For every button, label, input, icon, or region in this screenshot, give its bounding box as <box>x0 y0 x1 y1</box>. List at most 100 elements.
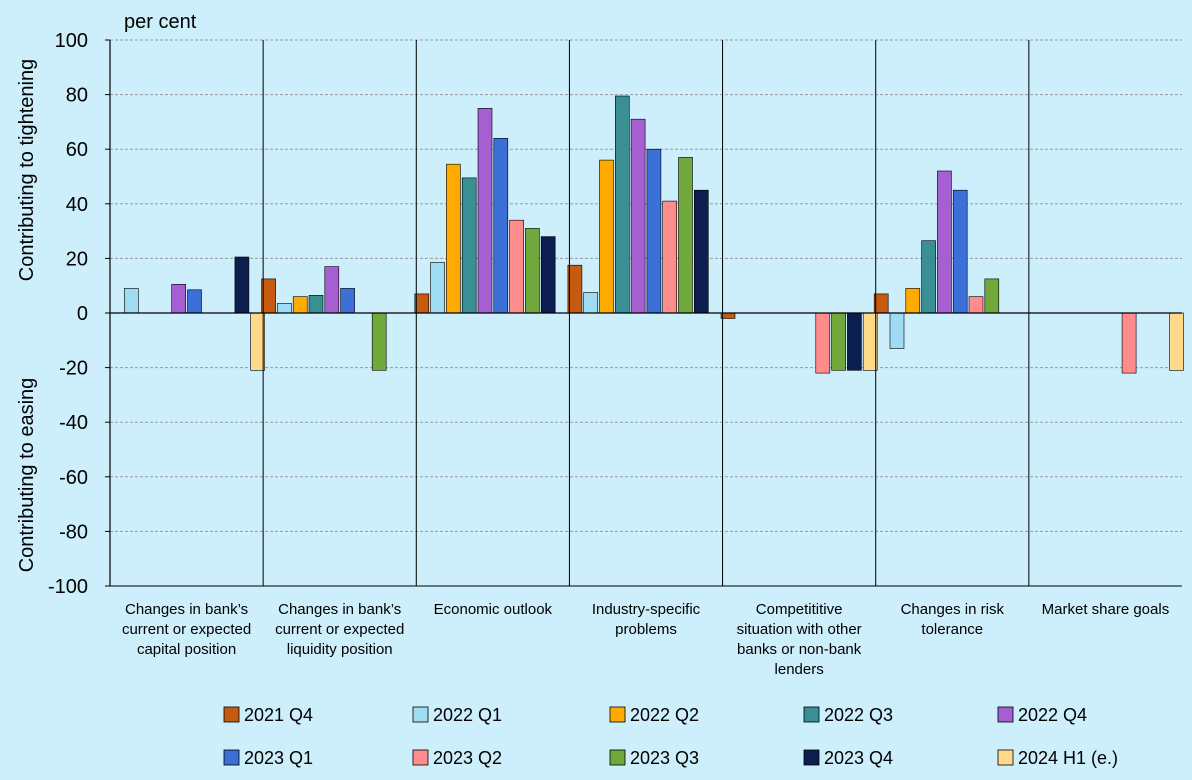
x-category-label: Changes in risk <box>901 601 1005 618</box>
legend-label: 2024 H1 (e.) <box>1018 748 1118 768</box>
x-category-label: liquidity position <box>287 641 393 658</box>
bar-2023-q3 <box>984 278 1000 314</box>
legend-label: 2022 Q2 <box>630 705 699 725</box>
legend-swatch <box>803 749 820 766</box>
bar-2021-q4 <box>567 264 583 314</box>
legend-swatch <box>412 749 429 766</box>
bar-2022-q1 <box>889 312 905 349</box>
x-category-label: Changes in bank’s <box>278 601 401 618</box>
bar-2024-h1-e- <box>1169 312 1184 371</box>
bar-2023-q1 <box>493 138 509 314</box>
bar-2023-q2 <box>1121 312 1137 374</box>
bar-2022-q3 <box>308 294 324 314</box>
bar-2022-q3 <box>921 240 936 314</box>
legend-swatch <box>609 749 626 766</box>
y-axis-label-bottom: Contributing to easing <box>16 378 38 573</box>
y-axis-label-top: Contributing to tightening <box>16 59 38 281</box>
bar-2022-q4 <box>477 108 493 314</box>
x-category-label: current or expected <box>122 621 251 638</box>
x-category-label: Industry-specific <box>592 601 701 618</box>
bar-2022-q1 <box>430 262 445 314</box>
bar-2022-q3 <box>614 95 630 314</box>
legend-label: 2022 Q4 <box>1018 705 1087 725</box>
y-tick-label: 0 <box>77 303 88 325</box>
x-category-label: Market share goals <box>1042 601 1170 618</box>
bar-2022-q1 <box>277 303 292 314</box>
x-category-label: situation with other <box>737 621 862 638</box>
bar-2023-q4 <box>693 189 709 314</box>
bar-2023-q2 <box>662 200 678 314</box>
legend-swatch <box>609 706 626 723</box>
y-tick-label: -100 <box>48 576 88 598</box>
bar-2022-q4 <box>937 170 952 314</box>
bars <box>124 95 1184 374</box>
bar-2022-q1 <box>124 288 139 314</box>
x-category-label: banks or non-bank <box>737 641 862 658</box>
y-tick-label: 60 <box>66 139 88 161</box>
bar-2022-q2 <box>905 288 921 314</box>
x-category-label: current or expected <box>275 621 404 638</box>
x-category-label: problems <box>615 621 677 638</box>
axis-labels: -100 -80 -60 -40 -20 0 20 40 60 80 100 Changes in b… <box>48 30 1169 678</box>
legend-swatch <box>223 706 240 723</box>
y-tick-label: -20 <box>59 358 88 380</box>
legend-swatch <box>997 749 1014 766</box>
y-tick-label: -60 <box>59 467 88 489</box>
bar-2024-h1-e- <box>250 312 265 371</box>
bar-2023-q4 <box>540 236 556 314</box>
legend-label: 2023 Q3 <box>630 748 699 768</box>
bar-2023-q1 <box>187 289 202 314</box>
legend: 2021 Q4 2022 Q1 2022 Q2 2022 Q3 2022 Q4 2023 … <box>223 705 1118 768</box>
legend-swatch <box>997 706 1014 723</box>
legend-swatch <box>412 706 429 723</box>
y-tick-label: 100 <box>55 30 88 52</box>
x-category-label: tolerance <box>921 621 983 638</box>
y-tick-label: -80 <box>59 521 88 543</box>
bar-2023-q2 <box>815 312 831 374</box>
bar-2022-q4 <box>171 283 186 314</box>
bar-2023-q1 <box>952 189 968 314</box>
bar-2021-q4 <box>261 278 276 314</box>
axes <box>105 39 1182 587</box>
bar-2022-q3 <box>461 177 477 314</box>
x-category-label: capital position <box>137 641 236 658</box>
bar-2022-q4 <box>324 266 340 314</box>
bar-2023-q4 <box>234 256 250 314</box>
bar-2023-q3 <box>678 157 693 314</box>
legend-label: 2023 Q4 <box>824 748 893 768</box>
bar-2023-q3 <box>371 312 387 371</box>
unit-label: per cent <box>124 11 197 33</box>
x-category-label: Changes in bank’s <box>125 601 248 618</box>
bar-2023-q3 <box>831 312 846 371</box>
legend-swatch <box>803 706 820 723</box>
legend-label: 2023 Q2 <box>433 748 502 768</box>
bar-2023-q2 <box>968 296 984 314</box>
legend-label: 2022 Q1 <box>433 705 502 725</box>
bar-2024-h1-e- <box>862 312 878 371</box>
legend-swatch <box>223 749 240 766</box>
legend-label: 2023 Q1 <box>244 748 313 768</box>
y-tick-label: 20 <box>66 248 88 270</box>
bar-2022-q2 <box>292 296 308 314</box>
x-category-label: Economic outlook <box>434 601 553 618</box>
bar-2022-q1 <box>583 292 599 314</box>
y-tick-label: 80 <box>66 85 88 107</box>
bar-2021-q4 <box>414 293 430 314</box>
y-tick-label: -40 <box>59 412 88 434</box>
bar-2021-q4 <box>720 312 736 319</box>
bar-2021-q4 <box>873 293 889 314</box>
bar-2022-q4 <box>630 118 646 314</box>
bar-2023-q1 <box>340 288 355 314</box>
bar-2023-q2 <box>509 219 524 314</box>
bar-2023-q3 <box>525 228 540 314</box>
bar-2022-q2 <box>446 163 461 314</box>
x-category-label: lenders <box>775 661 824 678</box>
bar-2022-q2 <box>599 159 614 314</box>
bar-2023-q4 <box>847 312 862 371</box>
x-category-label: Competititive <box>756 601 843 618</box>
legend-label: 2022 Q3 <box>824 705 893 725</box>
y-tick-label: 40 <box>66 194 88 216</box>
bar-2023-q1 <box>646 148 662 314</box>
